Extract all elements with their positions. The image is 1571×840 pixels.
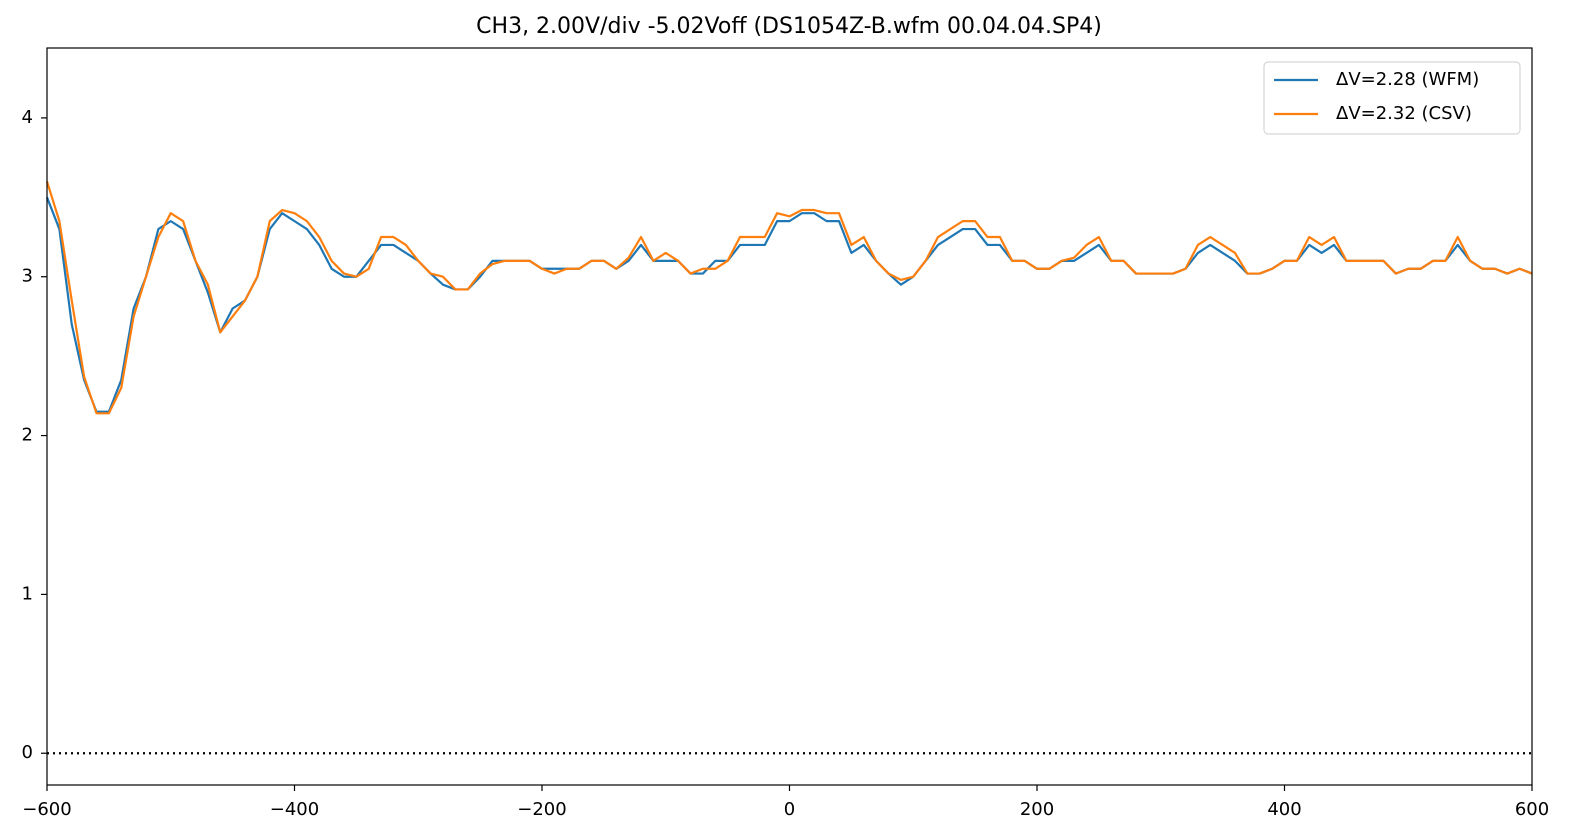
x-tick-label: 400	[1267, 799, 1301, 820]
y-tick-label: 0	[22, 742, 33, 763]
chart-title: CH3, 2.00V/div -5.02Voff (DS1054Z-B.wfm …	[476, 14, 1102, 39]
y-tick-label: 1	[22, 583, 33, 604]
legend: ΔV=2.28 (WFM) ΔV=2.32 (CSV)	[1263, 61, 1521, 135]
x-tick-label: −200	[517, 799, 566, 820]
y-tick-label: 2	[22, 425, 33, 446]
series-line	[45, 181, 1533, 415]
y-tick-label: 3	[22, 266, 33, 287]
y-tick-label: 4	[22, 107, 33, 128]
x-tick-label: 600	[1515, 799, 1549, 820]
x-tick-label: 0	[784, 799, 795, 820]
series-line	[45, 196, 1533, 413]
legend-label: ΔV=2.28 (WFM)	[1336, 69, 1479, 90]
plot-frame	[46, 47, 1533, 786]
x-tick-label: 200	[1020, 799, 1054, 820]
x-tick-label: −400	[270, 799, 319, 820]
legend-label: ΔV=2.32 (CSV)	[1336, 103, 1472, 124]
x-tick-label: −600	[22, 799, 71, 820]
legend-box	[1263, 61, 1521, 135]
